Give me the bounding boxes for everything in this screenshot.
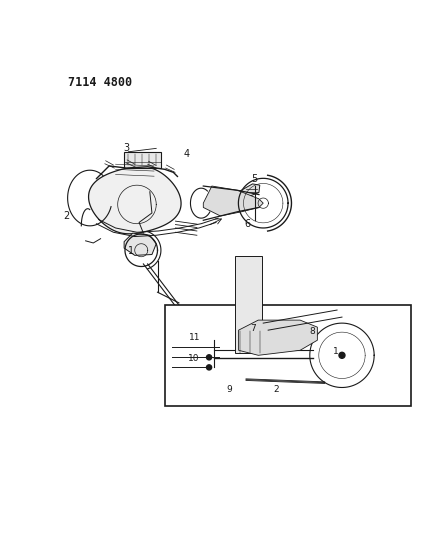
Polygon shape: [240, 184, 260, 197]
Text: 11: 11: [189, 333, 200, 342]
Polygon shape: [89, 166, 181, 234]
Bar: [235, 256, 262, 353]
Text: 7: 7: [250, 324, 256, 333]
Polygon shape: [238, 320, 318, 356]
Text: 9: 9: [226, 385, 232, 394]
Text: 2: 2: [273, 385, 279, 394]
Text: 5: 5: [252, 174, 258, 184]
Circle shape: [206, 365, 211, 370]
Bar: [124, 152, 160, 168]
Text: 3: 3: [123, 143, 129, 154]
Text: 6: 6: [244, 219, 250, 229]
Text: 7114 4800: 7114 4800: [68, 76, 133, 89]
Polygon shape: [203, 186, 263, 216]
Text: 10: 10: [188, 353, 199, 362]
Circle shape: [206, 355, 211, 360]
Text: 8: 8: [309, 327, 315, 336]
Text: 2: 2: [63, 211, 69, 221]
Circle shape: [339, 352, 345, 358]
Bar: [165, 305, 411, 406]
Polygon shape: [238, 320, 318, 356]
Polygon shape: [124, 233, 156, 255]
Text: 4: 4: [183, 149, 189, 159]
Text: 1: 1: [128, 246, 134, 256]
Text: 1: 1: [333, 347, 339, 356]
